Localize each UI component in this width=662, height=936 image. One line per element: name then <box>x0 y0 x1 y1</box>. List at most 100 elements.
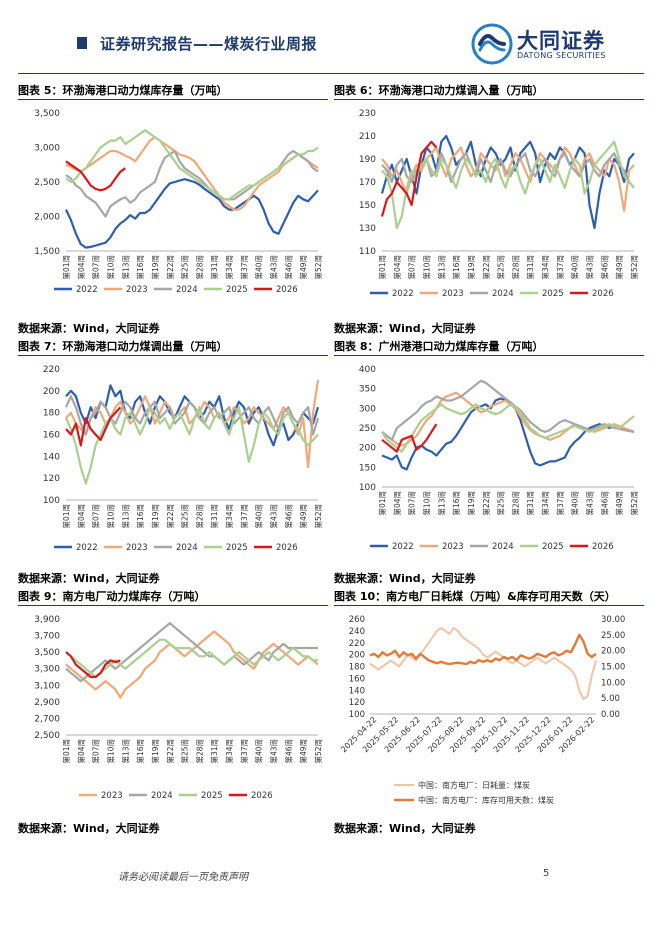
chart-coal-stock-guangzhou: 100 150 200 250 300 350 400 第01周 第04周 第07周 第10周 第13… <box>359 365 639 552</box>
x-tick-label: 第16周 <box>135 504 145 529</box>
x-tick-label: 第13周 <box>436 255 446 280</box>
x-tick-label: 第49周 <box>298 739 308 764</box>
y-tick-label-right: 5.00 <box>601 694 620 704</box>
logo-text-en: DATONG SECURITIES <box>517 51 606 60</box>
x-tick-label: 第40周 <box>570 255 580 280</box>
legend-label: 2022 <box>392 289 414 299</box>
x-tick-label: 第49周 <box>614 491 624 516</box>
x-tick-label: 第37周 <box>239 504 249 529</box>
x-tick-label: 第28周 <box>510 491 520 516</box>
y-tick-label: 200 <box>43 387 60 397</box>
disclaimer-note: 请务必阅读最后一页免责声明 <box>118 872 248 883</box>
x-tick-label: 第16周 <box>135 255 145 280</box>
x-tick-label: 第43周 <box>269 739 279 764</box>
x-tick-label: 第16周 <box>451 491 461 516</box>
y-tick-label-left: 160 <box>349 674 365 684</box>
y-tick-label-left: 260 <box>349 615 365 625</box>
y-tick-label: 400 <box>359 365 376 375</box>
y-tick-label: 3,500 <box>34 648 60 658</box>
legend-label: 2024 <box>176 543 198 553</box>
x-tick-label: 第43周 <box>269 255 279 280</box>
x-tick-label: 第52周 <box>313 739 323 764</box>
y-tick-label-left: 220 <box>349 639 365 649</box>
x-tick-label: 第46周 <box>599 255 609 280</box>
logo-mark-icon <box>471 23 513 65</box>
y-tick-label: 180 <box>43 409 60 419</box>
x-tick-label: 第10周 <box>421 255 431 280</box>
series-line-2023 <box>65 136 319 211</box>
x-tick-label: 第22周 <box>165 255 175 280</box>
x-tick-label: 第31周 <box>209 739 219 764</box>
legend-label: 2025 <box>226 285 248 295</box>
x-tick-label: 第01周 <box>61 255 71 280</box>
x-tick-label: 第52周 <box>313 255 323 280</box>
y-tick-label-left: 180 <box>349 663 365 673</box>
x-tick-label: 第25周 <box>180 255 190 280</box>
x-tick-label: 第22周 <box>165 504 175 529</box>
legend-label: 2022 <box>76 543 98 553</box>
legend-label: 2026 <box>276 543 298 553</box>
legend-label: 2024 <box>492 542 514 552</box>
legend-label: 2023 <box>126 285 148 295</box>
y-tick-label: 2,500 <box>34 731 60 741</box>
x-tick-label: 第10周 <box>105 504 115 529</box>
figure-source: 数据来源：Wind，大同证券 <box>334 322 476 335</box>
y-tick-label: 3,300 <box>34 665 60 675</box>
y-tick-label: 100 <box>359 483 376 493</box>
x-tick-label: 第07周 <box>407 491 417 516</box>
y-tick-label: 140 <box>43 452 60 462</box>
x-tick-label: 第40周 <box>254 504 264 529</box>
x-tick-label: 第31周 <box>209 504 219 529</box>
x-tick-label: 第01周 <box>61 504 71 529</box>
x-tick-label: 第04周 <box>392 255 402 280</box>
x-tick-label: 第43周 <box>585 491 595 516</box>
y-tick-label-left: 120 <box>349 698 365 708</box>
x-tick-label: 第46周 <box>283 504 293 529</box>
y-tick-label: 2,500 <box>34 178 60 188</box>
y-tick-label: 110 <box>359 247 376 257</box>
x-tick-label: 第04周 <box>76 504 86 529</box>
x-tick-label: 第13周 <box>120 255 130 280</box>
x-tick-label: 第01周 <box>377 491 387 516</box>
legend-label: 2025 <box>201 791 223 801</box>
y-tick-label: 3,000 <box>34 144 60 154</box>
x-tick-label: 第52周 <box>629 255 639 280</box>
legend-label: 2022 <box>76 285 98 295</box>
y-tick-label-right: 15.00 <box>601 663 625 673</box>
y-tick-label: 170 <box>359 178 376 188</box>
x-tick-label: 第34周 <box>224 255 234 280</box>
y-tick-label-right: 20.00 <box>601 647 625 657</box>
series-line-2025 <box>381 140 635 230</box>
y-tick-label: 2,900 <box>34 698 60 708</box>
series-line-2023 <box>381 146 635 212</box>
x-tick-label: 第34周 <box>540 491 550 516</box>
company-logo: 大同证券 DATONG SECURITIES <box>470 22 630 66</box>
x-tick-label: 第52周 <box>313 504 323 529</box>
y-tick-label: 3,700 <box>34 632 60 642</box>
figure-title: 图表 8：广州港港口动力煤库存量（万吨） <box>334 338 644 356</box>
figure-source: 数据来源：Wind，大同证券 <box>18 822 160 835</box>
x-tick-label: 第16周 <box>451 255 461 280</box>
x-tick-label: 第19周 <box>150 255 160 280</box>
x-tick-label: 第01周 <box>377 255 387 280</box>
y-tick-label: 120 <box>43 474 60 484</box>
series-line-2022 <box>380 134 635 230</box>
x-tick-label: 第49周 <box>614 255 624 280</box>
x-tick-label: 第28周 <box>194 739 204 764</box>
y-tick-label: 100 <box>43 496 60 506</box>
legend-label: 2025 <box>542 542 564 552</box>
x-tick-label: 第04周 <box>76 739 86 764</box>
x-tick-label: 第19周 <box>466 491 476 516</box>
series-line-daily-consumption <box>369 626 597 701</box>
y-tick-label-left: 140 <box>349 686 365 696</box>
x-tick-label: 第10周 <box>421 491 431 516</box>
x-tick-label: 第49周 <box>298 255 308 280</box>
figure-source: 数据来源：Wind，大同证券 <box>334 572 476 585</box>
y-tick-label: 150 <box>359 201 376 211</box>
legend-label: 2023 <box>442 542 464 552</box>
y-tick-label: 220 <box>43 365 60 375</box>
series-line-2024 <box>64 395 320 436</box>
x-tick-label: 第37周 <box>555 491 565 516</box>
x-tick-label: 第52周 <box>629 491 639 516</box>
